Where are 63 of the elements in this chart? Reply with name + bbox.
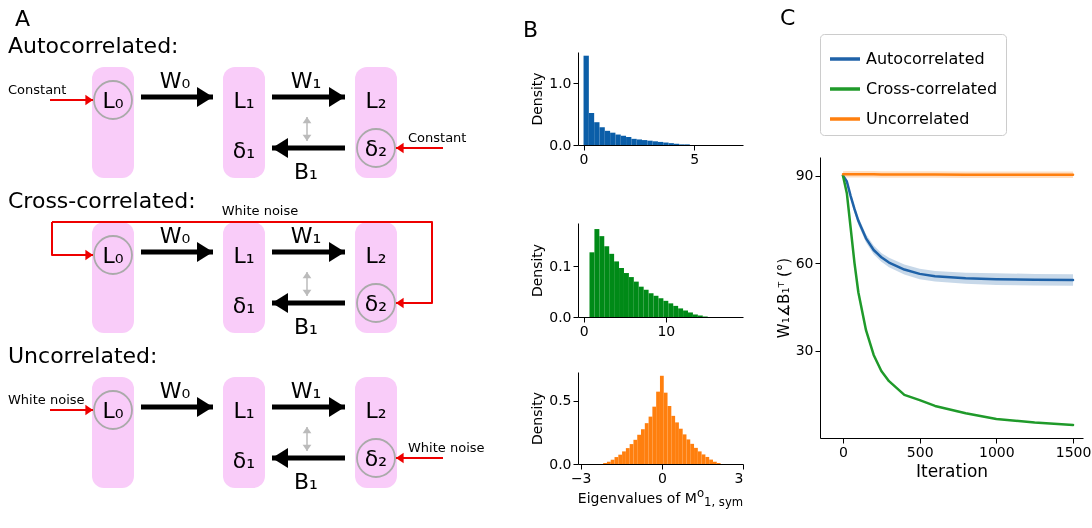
text: L₁ — [233, 87, 255, 113]
legend-label: Uncorrelated — [866, 109, 970, 128]
text: L₀ — [102, 242, 124, 268]
y-axis-title: Density — [529, 243, 546, 298]
text: W₁ — [290, 377, 322, 403]
text: δ₂ — [364, 290, 388, 316]
x-tick-label: 3 — [734, 469, 744, 486]
text: W₁ — [290, 222, 322, 248]
x-tick-label: 0 — [657, 469, 667, 486]
y-tick-label: 90 — [795, 167, 814, 184]
y-axis-title: Density — [529, 72, 546, 126]
text: W₁ — [290, 67, 322, 93]
text: L₁ — [233, 242, 255, 268]
x-tick-label: 10 — [657, 322, 676, 339]
text: L₂ — [365, 87, 387, 113]
x-tick-label: 5 — [690, 150, 700, 167]
x-tick-label: 500 — [906, 443, 934, 460]
text: δ₁ — [232, 447, 256, 473]
text: L₂ — [365, 397, 387, 423]
text: W₀ — [159, 67, 191, 93]
text: Constant — [8, 81, 67, 97]
chart-title: B — [523, 17, 539, 42]
text: Cross-correlated: — [8, 187, 196, 213]
text: L₂ — [365, 242, 387, 268]
text: White noise — [408, 439, 485, 455]
legend-label: Cross-correlated — [866, 79, 998, 98]
text: Uncorrelated: — [8, 342, 158, 368]
text: δ₂ — [364, 445, 388, 471]
x-tick-label: 1000 — [979, 443, 1015, 460]
text: White noise — [8, 391, 85, 407]
y-tick-label: 0.0 — [549, 136, 572, 153]
y-axis-title: W₁∡B₁ᵀ (°) — [774, 257, 793, 339]
text: L₀ — [102, 397, 124, 423]
y-tick-label: 0.0 — [549, 308, 572, 325]
text: W₀ — [159, 377, 191, 403]
x-tick-label: 1500 — [1055, 443, 1092, 460]
y-tick-label: 60 — [795, 254, 814, 271]
text: B₁ — [294, 158, 318, 184]
x-tick-label: 0 — [579, 150, 589, 167]
x-tick-label: 0 — [839, 443, 848, 460]
y-axis-title: Density — [529, 391, 546, 446]
text: L₀ — [102, 87, 124, 113]
y-tick-label: 0.0 — [549, 455, 572, 472]
text: B₁ — [294, 468, 318, 494]
text: Constant — [408, 129, 467, 145]
x-tick-label: 0 — [579, 322, 589, 339]
text: B₁ — [294, 313, 318, 339]
text: δ₁ — [232, 137, 256, 163]
text: L₁ — [233, 397, 255, 423]
y-tick-label: 0.1 — [549, 257, 572, 274]
text: W₀ — [159, 222, 191, 248]
text: White noise — [221, 202, 299, 218]
y-tick-label: 1.0 — [549, 74, 572, 91]
y-tick-label: 30 — [795, 342, 814, 359]
y-tick-label: 0.5 — [549, 392, 572, 409]
text: δ₂ — [364, 135, 388, 161]
legend-label: Autocorrelated — [866, 49, 985, 68]
x-axis-title: Iteration — [915, 460, 989, 481]
chart-title: C — [780, 4, 796, 30]
text: δ₁ — [232, 292, 256, 318]
text: A — [15, 5, 31, 31]
x-tick-label: −3 — [570, 469, 592, 486]
text: Autocorrelated: — [8, 32, 179, 58]
